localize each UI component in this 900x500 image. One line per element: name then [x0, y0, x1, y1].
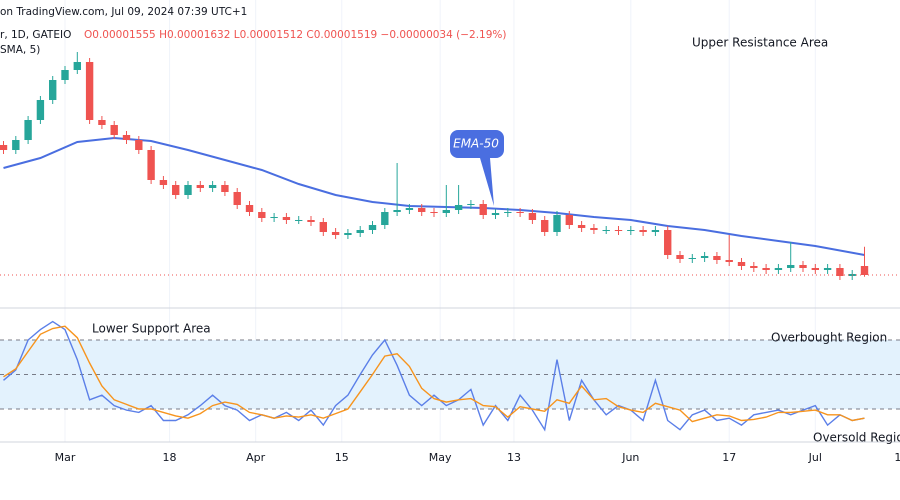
candle-body — [811, 268, 820, 270]
candle-body — [331, 232, 340, 235]
oscillator-line — [3, 320, 865, 432]
candle-body — [479, 204, 487, 215]
candle-body — [122, 135, 131, 140]
candle-body — [700, 256, 709, 258]
candle-body — [24, 120, 32, 140]
candle-body — [614, 230, 623, 231]
candle-body — [541, 220, 549, 232]
ohlc-label: O0.00001555 H0.00001632 L0.00001512 C0.0… — [84, 29, 506, 41]
candle-body — [73, 62, 81, 70]
candle-body — [713, 256, 721, 260]
candle-body — [36, 100, 45, 120]
candle-body — [737, 262, 746, 266]
candle-body — [516, 212, 524, 213]
candle-body — [639, 230, 647, 232]
candle-body — [799, 265, 807, 268]
candle-body — [159, 180, 168, 185]
x-tick-label: 15 — [335, 451, 349, 464]
candle-body — [405, 208, 414, 210]
candle-body — [467, 204, 475, 205]
candle-body — [61, 70, 69, 80]
candle-body — [295, 220, 303, 221]
candle-body — [504, 212, 512, 213]
candle-body — [565, 215, 574, 225]
candle-body — [147, 150, 155, 180]
candle-body — [184, 185, 192, 195]
ema-line — [3, 136, 865, 256]
candle-body — [208, 185, 217, 188]
candle-body — [577, 225, 586, 228]
candle-body — [787, 265, 795, 268]
x-tick-label: Apr — [246, 451, 266, 464]
candle-body — [602, 230, 610, 231]
candle-body — [196, 185, 204, 188]
candle-body — [823, 268, 832, 270]
x-tick-label: 17 — [722, 451, 736, 464]
candle-body — [381, 212, 389, 225]
symbol-label: r, 1D, GATEIO — [0, 29, 71, 41]
x-tick-label: 18 — [163, 451, 177, 464]
candle-body — [221, 185, 229, 192]
plot-area — [0, 0, 900, 442]
candle-body — [258, 212, 266, 218]
x-tick-label: 15 — [894, 451, 900, 464]
candle-body — [860, 266, 869, 275]
candle-body — [85, 62, 94, 120]
candle-body — [688, 258, 697, 259]
candle-body — [368, 225, 377, 230]
candle-body — [553, 215, 561, 232]
candle-body — [725, 260, 733, 262]
x-tick-label: Jul — [808, 451, 822, 464]
oscillator-line — [3, 325, 865, 423]
x-tick-label: 13 — [507, 451, 521, 464]
candle-body — [418, 208, 426, 212]
x-tick-label: Mar — [55, 451, 76, 464]
candle-body — [393, 210, 401, 212]
candle-body — [12, 140, 20, 150]
candle-body — [590, 228, 598, 230]
candle-body — [430, 212, 438, 213]
candle-body — [270, 217, 278, 218]
candle-body — [651, 230, 660, 232]
annotation: Upper Resistance Area — [692, 36, 828, 50]
candle-body — [319, 222, 327, 232]
x-tick-label: Jun — [621, 451, 639, 464]
x-tick-label: May — [429, 451, 452, 464]
annotation: Overbought Region — [771, 331, 887, 345]
candle-body — [442, 210, 450, 213]
candle-body — [356, 230, 364, 233]
candle-body — [172, 185, 180, 195]
candle-body — [49, 80, 57, 100]
candle-body — [528, 213, 537, 220]
candle-body — [676, 255, 684, 259]
annotation: Lower Support Area — [92, 322, 211, 336]
candle-body — [282, 217, 291, 220]
candle-body — [135, 140, 143, 150]
candle-body — [110, 125, 118, 135]
candle-body — [245, 205, 254, 212]
annotation: EMA-50 — [453, 137, 499, 151]
candle-body — [454, 205, 463, 210]
candle-body — [307, 220, 315, 222]
candle-body — [0, 145, 8, 150]
candle-body — [98, 120, 106, 125]
candle-body — [836, 268, 844, 276]
candle-body — [664, 230, 672, 255]
chart-header: on TradingView.com, Jul 09, 2024 07:39 U… — [0, 6, 247, 18]
candle-body — [491, 213, 500, 215]
candle-body — [233, 192, 241, 205]
candle-body — [627, 230, 635, 231]
candle-body — [750, 266, 758, 268]
candle-body — [774, 268, 783, 270]
annotation: Oversold Region — [813, 431, 900, 445]
candle-body — [344, 233, 352, 235]
candle-body — [762, 268, 770, 270]
callout — [450, 130, 504, 206]
indicator-label: SMA, 5) — [0, 44, 40, 56]
